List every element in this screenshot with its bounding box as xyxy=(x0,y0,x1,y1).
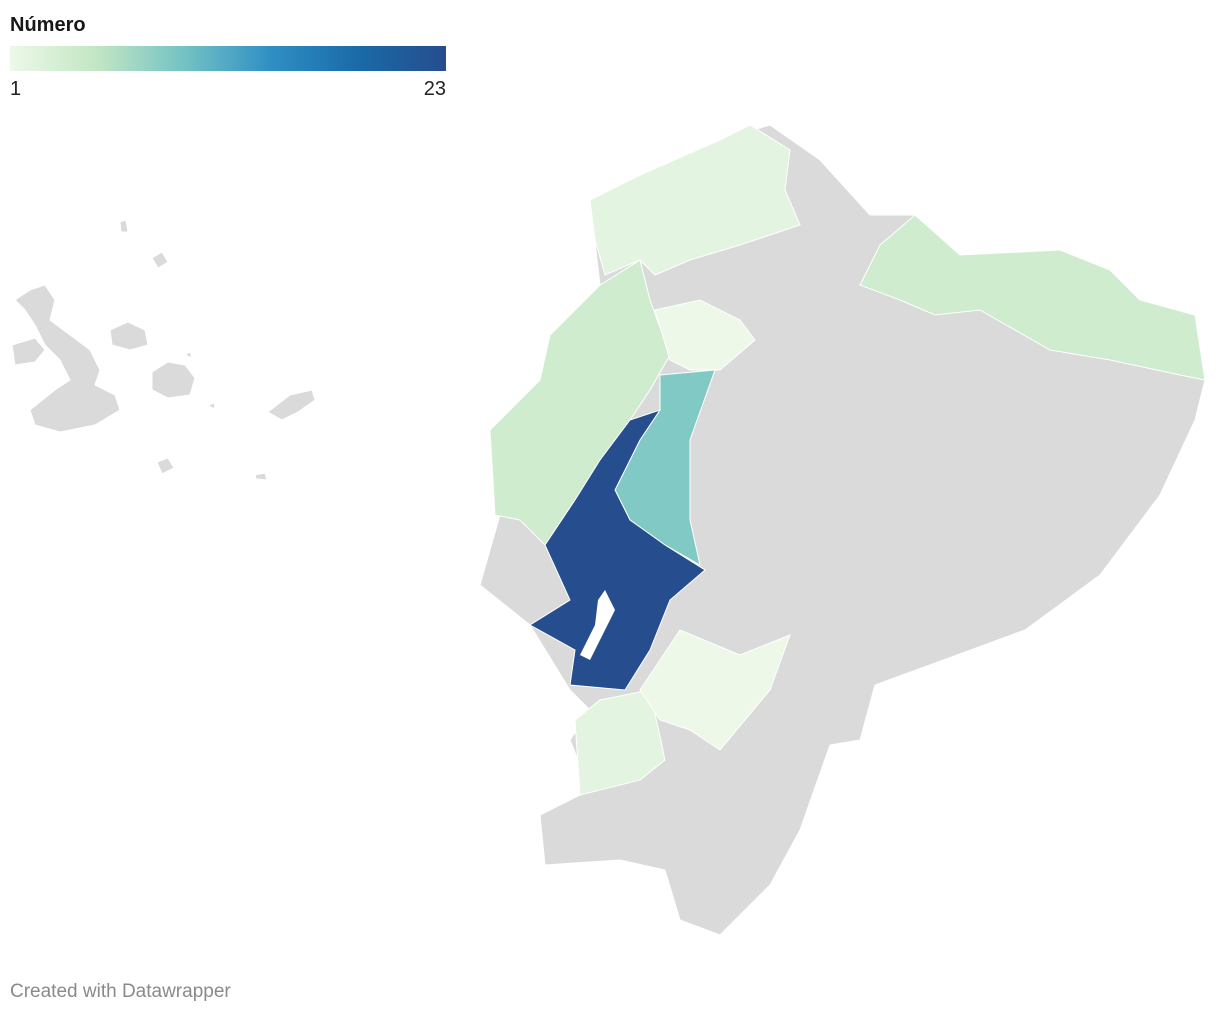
legend-min: 1 xyxy=(10,78,21,100)
regions xyxy=(489,124,1206,796)
footer: Created with Datawrapper xyxy=(10,981,231,1002)
region xyxy=(859,214,1206,381)
legend-max: 23 xyxy=(424,78,446,100)
region xyxy=(654,299,756,371)
estuary xyxy=(580,590,615,660)
legend-title: Número xyxy=(10,14,86,36)
galapagos xyxy=(11,219,316,481)
region xyxy=(589,124,801,276)
region xyxy=(574,689,666,796)
legend-gradient xyxy=(10,46,446,71)
region xyxy=(529,409,706,691)
region xyxy=(639,629,791,751)
